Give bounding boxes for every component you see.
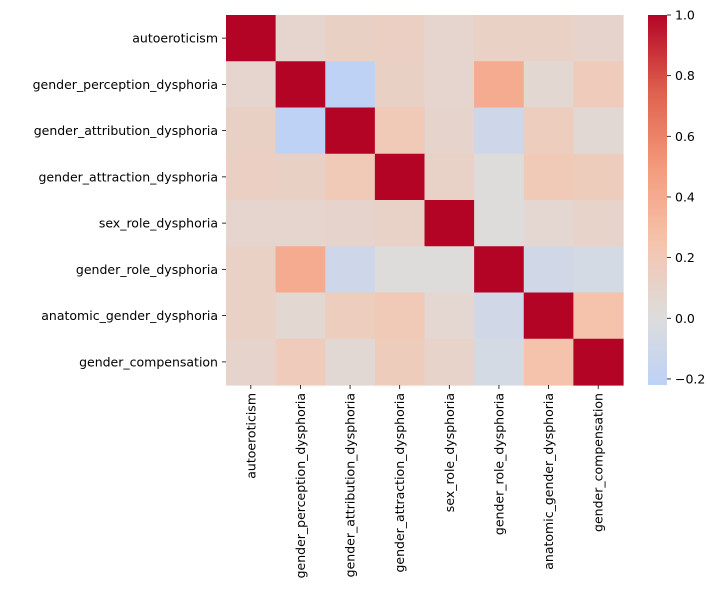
heatmap-cell (325, 200, 376, 247)
x-tick-label: gender_role_dysphoria (491, 393, 506, 535)
heatmap-cell (325, 292, 376, 340)
heatmap-cell (523, 15, 574, 62)
y-tick-label: anatomic_gender_dysphoria (41, 308, 218, 323)
heatmap-cell (424, 200, 475, 247)
heatmap-cell (226, 153, 277, 201)
colorbar-gradient (648, 15, 667, 385)
heatmap-cell (523, 246, 574, 294)
heatmap-cell (424, 338, 475, 386)
heatmap-cell (573, 61, 624, 109)
heatmap-cell (374, 61, 426, 109)
x-tick-label: anatomic_gender_dysphoria (541, 393, 556, 570)
heatmap-cell (374, 15, 426, 62)
y-axis-labels: autoeroticism gender_perception_dysphoria… (33, 31, 226, 369)
heatmap-cell (275, 200, 326, 247)
heatmap-cell (275, 107, 326, 155)
heatmap-cell (424, 107, 475, 155)
heatmap-cell (275, 61, 326, 109)
heatmap-cell (424, 61, 475, 109)
x-tick-label: sex_role_dysphoria (442, 393, 457, 512)
y-tick-label: gender_attribution_dysphoria (34, 123, 218, 138)
x-tick-label: gender_compensation (591, 393, 606, 532)
heatmap-cell (374, 107, 426, 155)
heatmap-cell (523, 338, 574, 386)
heatmap-cell (226, 338, 277, 386)
heatmap-cell (474, 107, 525, 155)
heatmap-cell (226, 292, 277, 340)
heatmap-cell (474, 15, 525, 62)
heatmap-cell (424, 15, 475, 62)
heatmap-cell (474, 246, 525, 294)
heatmap-cell (374, 338, 426, 386)
x-tick-label: autoeroticism (243, 393, 258, 479)
y-tick-label: autoeroticism (132, 31, 218, 46)
y-tick-label: sex_role_dysphoria (99, 216, 218, 231)
colorbar-ticks: 1.0 0.8 0.6 0.4 0.2 0.0 −0.2 (667, 8, 705, 386)
heatmap-cell (374, 153, 426, 201)
heatmap-cell (325, 61, 376, 109)
heatmap-cell (325, 107, 376, 155)
heatmap-cell (573, 153, 624, 201)
heatmap-cell (325, 338, 376, 386)
heatmap-cell (325, 153, 376, 201)
x-tick-label: gender_perception_dysphoria (293, 393, 308, 578)
heatmap-cell (523, 107, 574, 155)
heatmap-cell (474, 338, 525, 386)
heatmap-cell (424, 153, 475, 201)
x-axis-labels: autoeroticism gender_perception_dysphoria… (243, 385, 606, 578)
heatmap-cell (374, 292, 426, 340)
colorbar-tick-label: 0.2 (675, 250, 695, 265)
heatmap-cell (226, 200, 277, 247)
heatmap-cell (325, 246, 376, 294)
heatmap-cell (474, 153, 525, 201)
heatmap-cell (275, 153, 326, 201)
heatmap-cell (523, 292, 574, 340)
heatmap-cell (275, 15, 326, 62)
y-tick-label: gender_attraction_dysphoria (38, 169, 218, 184)
heatmap-cell (424, 246, 475, 294)
heatmap-cell (474, 292, 525, 340)
heatmap-cell (523, 153, 574, 201)
heatmap-cell (374, 246, 426, 294)
heatmap-cell (226, 107, 277, 155)
colorbar-tick-label: 0.0 (675, 311, 695, 326)
heatmap-cell (226, 61, 277, 109)
heatmap-cell (275, 292, 326, 340)
heatmap-cells (226, 15, 624, 386)
x-tick-label: gender_attribution_dysphoria (343, 393, 358, 577)
heatmap-cell (573, 338, 624, 386)
heatmap-cell (573, 15, 624, 62)
heatmap-cell (523, 200, 574, 247)
heatmap-cell (573, 200, 624, 247)
colorbar-tick-label: −0.2 (675, 371, 705, 386)
heatmap-cell (275, 338, 326, 386)
y-tick-label: gender_role_dysphoria (76, 262, 218, 277)
y-tick-label: gender_compensation (79, 354, 218, 369)
heatmap-cell (275, 246, 326, 294)
heatmap-cell (226, 15, 277, 62)
x-tick-label: gender_attraction_dysphoria (392, 393, 407, 573)
heatmap-cell (424, 292, 475, 340)
heatmap-cell (573, 107, 624, 155)
colorbar-tick-label: 1.0 (675, 8, 695, 23)
heatmap-cell (325, 15, 376, 62)
colorbar: 1.0 0.8 0.6 0.4 0.2 0.0 −0.2 (648, 8, 705, 386)
heatmap-cell (523, 61, 574, 109)
colorbar-tick-label: 0.4 (675, 189, 695, 204)
colorbar-tick-label: 0.8 (675, 68, 695, 83)
y-tick-label: gender_perception_dysphoria (33, 77, 218, 92)
colorbar-tick-label: 0.6 (675, 129, 695, 144)
heatmap-cell (474, 200, 525, 247)
heatmap-cell (573, 246, 624, 294)
heatmap-cell (374, 200, 426, 247)
heatmap-cell (573, 292, 624, 340)
heatmap-cell (226, 246, 277, 294)
heatmap-cell (474, 61, 525, 109)
